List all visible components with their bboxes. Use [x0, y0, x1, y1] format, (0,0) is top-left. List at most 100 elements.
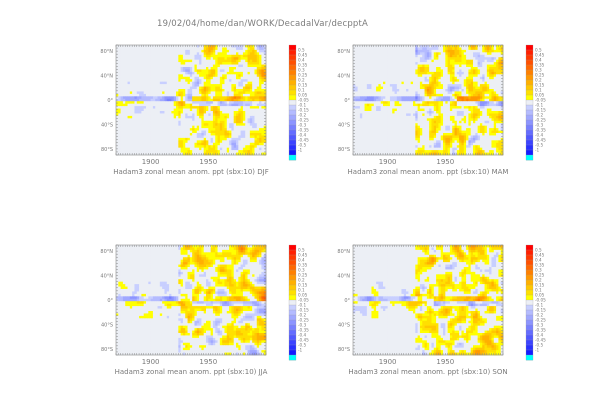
- heatmap-cell: [129, 145, 133, 149]
- heatmap-cell: [369, 115, 372, 119]
- heatmap-cell: [118, 69, 121, 73]
- heatmap-cell: [263, 69, 267, 73]
- heatmap-cell: [210, 69, 214, 73]
- heatmap-cell: [493, 57, 497, 61]
- heatmap-cell: [122, 133, 126, 136]
- heatmap-cell: [498, 45, 502, 48]
- heatmap-cell: [498, 101, 502, 105]
- heatmap-cell: [196, 125, 200, 129]
- heatmap-cell: [192, 69, 195, 73]
- heatmap-cell: [194, 150, 198, 153]
- heatmap-cell: [141, 93, 145, 97]
- heatmap-cell: [378, 111, 382, 114]
- heatmap-cell: [468, 89, 472, 92]
- heatmap-cell: [429, 62, 432, 65]
- heatmap-cell: [152, 84, 156, 87]
- heatmap-cell: [233, 137, 237, 141]
- heatmap-cell: [159, 101, 163, 105]
- heatmap-cell: [426, 89, 430, 92]
- heatmap-cell: [463, 118, 467, 122]
- heatmap-cell: [194, 86, 198, 90]
- heatmap-cell: [406, 45, 409, 48]
- heatmap-cell: [373, 52, 377, 56]
- heatmap-cell: [436, 64, 439, 68]
- heatmap-cell: [362, 93, 365, 97]
- heatmap-cell: [231, 135, 235, 139]
- heatmap-cell: [206, 89, 209, 92]
- heatmap-cell: [438, 96, 442, 100]
- heatmap-cell: [415, 84, 418, 87]
- heatmap-cell: [498, 98, 502, 102]
- heatmap-cell: [187, 142, 191, 146]
- heatmap-cell: [125, 76, 128, 80]
- heatmap-cell: [359, 57, 363, 61]
- heatmap-cell: [461, 115, 465, 119]
- heatmap-cell: [143, 59, 147, 63]
- heatmap-cell: [477, 62, 481, 65]
- heatmap-cell: [173, 106, 177, 109]
- heatmap-cell: [447, 59, 451, 63]
- heatmap-cell: [419, 45, 423, 48]
- heatmap-cell: [217, 62, 221, 65]
- heatmap-cell: [208, 140, 211, 144]
- heatmap-cell: [438, 86, 442, 90]
- heatmap-cell: [399, 81, 402, 85]
- heatmap-cell: [410, 64, 414, 68]
- heatmap-cell: [424, 98, 428, 102]
- heatmap-cell: [122, 101, 126, 105]
- heatmap-cell: [357, 74, 361, 78]
- heatmap-cell: [389, 115, 393, 119]
- heatmap-cell: [459, 113, 462, 117]
- heatmap-cell: [249, 133, 253, 136]
- heatmap-cell: [454, 93, 458, 97]
- heatmap-cell: [192, 89, 195, 92]
- heatmap-cell: [431, 108, 435, 112]
- heatmap-cell: [470, 81, 474, 85]
- heatmap-cell: [210, 81, 214, 85]
- heatmap-cell: [417, 111, 421, 114]
- heatmap-cell: [433, 62, 437, 65]
- heatmap-cell: [231, 79, 235, 83]
- heatmap-cell: [229, 64, 232, 68]
- heatmap-cell: [132, 101, 135, 105]
- heatmap-cell: [479, 84, 483, 87]
- heatmap-cell: [182, 45, 186, 48]
- heatmap-cell: [141, 47, 145, 51]
- heatmap-cell: [240, 147, 244, 151]
- heatmap-cell: [132, 118, 135, 122]
- heatmap-cell: [122, 125, 126, 129]
- heatmap-cell: [396, 47, 400, 51]
- heatmap-cell: [500, 113, 504, 117]
- heatmap-cell: [486, 69, 490, 73]
- heatmap-cell: [120, 76, 124, 80]
- heatmap-cell: [389, 101, 393, 105]
- heatmap-cell: [134, 91, 138, 95]
- heatmap-cell: [475, 49, 478, 53]
- heatmap-cell: [433, 64, 437, 68]
- heatmap-cell: [468, 84, 472, 87]
- heatmap-cell: [369, 59, 372, 63]
- heatmap-cell: [482, 113, 485, 117]
- heatmap-cell: [148, 137, 151, 141]
- heatmap-cell: [236, 135, 239, 139]
- heatmap-cell: [196, 49, 200, 53]
- heatmap-cell: [475, 62, 478, 65]
- heatmap-cell: [410, 93, 414, 97]
- heatmap-cell: [178, 147, 181, 151]
- heatmap-cell: [236, 81, 239, 85]
- heatmap-cell: [413, 98, 416, 102]
- heatmap-cell: [364, 79, 368, 83]
- heatmap-cell: [152, 123, 156, 127]
- heatmap-cell: [136, 125, 140, 129]
- heatmap-cell: [392, 62, 395, 65]
- heatmap-cell: [245, 125, 248, 129]
- heatmap-cell: [482, 101, 485, 105]
- heatmap-cell: [408, 79, 412, 83]
- heatmap-cell: [136, 67, 140, 70]
- heatmap-cell: [433, 118, 437, 122]
- heatmap-cell: [194, 120, 198, 124]
- heatmap-cell: [136, 79, 140, 83]
- heatmap-cell: [125, 54, 128, 58]
- heatmap-cell: [176, 67, 179, 70]
- heatmap-cell: [169, 57, 172, 61]
